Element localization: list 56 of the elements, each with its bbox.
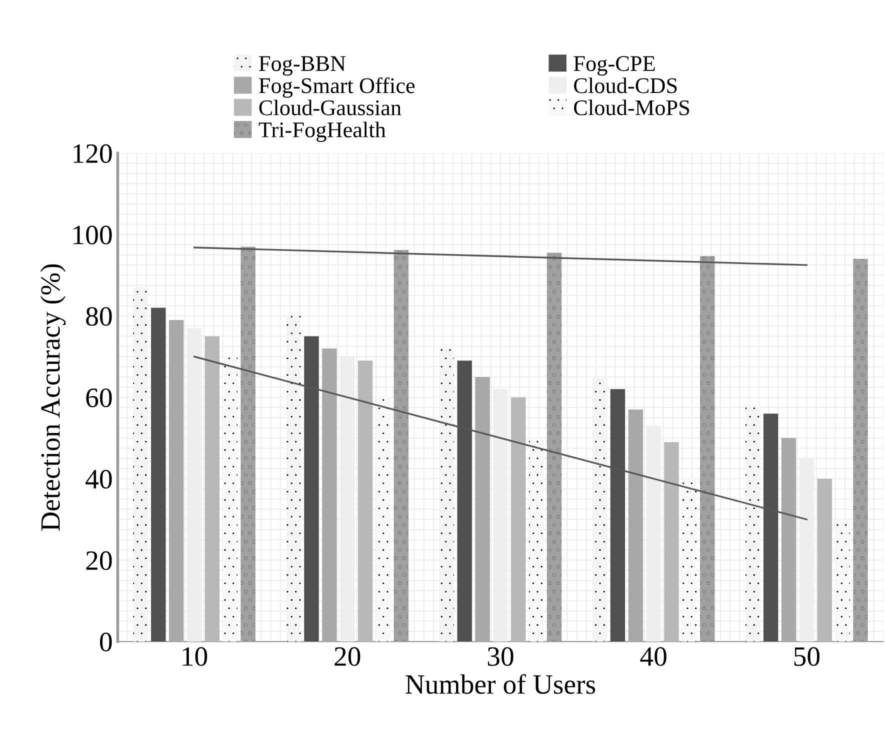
- bar: [186, 328, 202, 642]
- bar: [835, 519, 850, 642]
- bar: [457, 360, 472, 642]
- legend-label: Cloud-CDS: [574, 78, 677, 94]
- bar: [304, 336, 319, 642]
- x-tick-label: 40: [640, 647, 666, 666]
- legend-label: Fog-BBN: [259, 56, 346, 76]
- bar: [592, 376, 608, 642]
- bar: [610, 389, 626, 642]
- y-axis-title: Detection Accuracy (%): [40, 264, 66, 531]
- y-tick-label: 100: [74, 226, 112, 244]
- bar: [700, 256, 715, 642]
- bar: [746, 405, 760, 642]
- bar: [322, 348, 337, 642]
- bar: [222, 356, 238, 642]
- y-tick-label: 40: [86, 470, 112, 489]
- legend-label: Cloud-MoPS: [574, 100, 690, 116]
- bar: [853, 258, 868, 642]
- bar: [204, 336, 220, 642]
- bar: [133, 287, 148, 642]
- bar: [664, 442, 679, 642]
- bar: [358, 360, 373, 642]
- bar: [817, 478, 832, 642]
- y-tick-label: 60: [86, 388, 112, 408]
- bar: [286, 316, 301, 642]
- bar: [511, 397, 526, 642]
- legend-label: Fog-CPE: [574, 56, 655, 76]
- x-tick-label: 20: [334, 647, 360, 666]
- bar: [546, 252, 562, 642]
- bar: [646, 426, 661, 642]
- bar: [799, 458, 814, 642]
- bar: [628, 410, 643, 642]
- x-tick-label: 10: [182, 647, 208, 666]
- bar: [763, 414, 778, 642]
- legend-label: Cloud-Gaussian: [259, 100, 402, 116]
- bar: [394, 250, 409, 642]
- bar: [151, 308, 166, 642]
- bar: [168, 320, 184, 642]
- bar: [781, 438, 796, 642]
- bar: [475, 376, 490, 642]
- y-tick-label: 20: [86, 551, 112, 570]
- x-tick-label: 50: [794, 647, 820, 666]
- y-tick-label: 120: [74, 144, 112, 163]
- bar: [528, 438, 544, 642]
- legend-label: Fog-Smart Office: [259, 77, 415, 98]
- bar: [439, 348, 454, 642]
- bar: [682, 478, 697, 642]
- legend-label: Tri-FogHealth: [258, 122, 386, 142]
- bar: [240, 246, 256, 642]
- x-axis-title: Number of Users: [406, 674, 596, 694]
- bar: [376, 397, 391, 642]
- y-tick-label: 80: [86, 307, 112, 326]
- x-tick-label: 30: [488, 647, 514, 666]
- bar: [493, 389, 508, 642]
- bar: [340, 356, 355, 642]
- y-tick-label: 0: [100, 632, 112, 652]
